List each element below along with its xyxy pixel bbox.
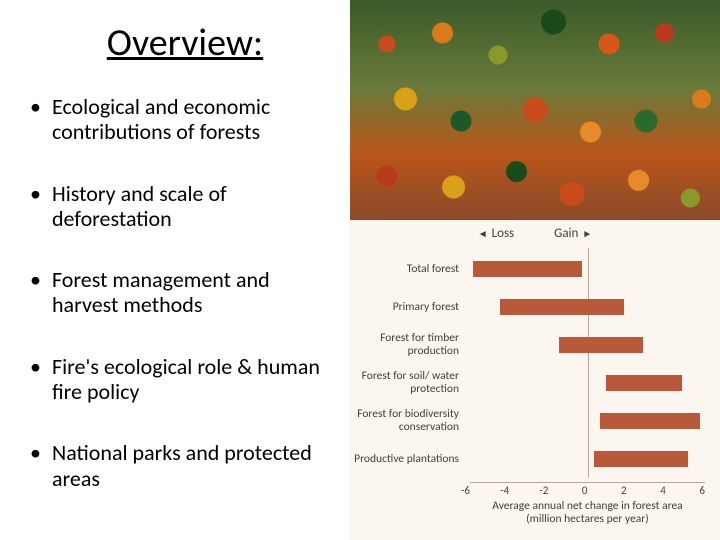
forest-photo-texture: [350, 0, 720, 220]
chart-bar: [600, 413, 700, 429]
xtick-label: -2: [539, 484, 548, 497]
forest-change-chart: Loss Gain Total forestPrimary forestFore…: [350, 220, 720, 540]
chart-row-label: Forest for soil/ water protection: [350, 370, 465, 395]
chart-row-label: Productive plantations: [350, 453, 465, 466]
xtick-label: 4: [660, 484, 666, 497]
bullet-item: Ecological and economic contributions of…: [30, 94, 340, 145]
chart-row-label: Total forest: [350, 263, 465, 276]
bullet-list: Ecological and economic contributions of…: [30, 94, 340, 491]
xtick-label: 0: [582, 484, 588, 497]
chart-bar: [473, 261, 583, 277]
chart-bar-track: [465, 442, 700, 476]
chart-bar: [606, 375, 682, 391]
chart-row: Primary forest: [350, 290, 705, 324]
chart-bar-track: [465, 290, 700, 324]
gain-label: Gain: [554, 226, 592, 241]
bullet-item: Fire's ecological role & human fire poli…: [30, 354, 340, 405]
image-column: Loss Gain Total forestPrimary forestFore…: [350, 0, 720, 540]
chart-row-label: Primary forest: [350, 301, 465, 314]
slide-title: Overview:: [30, 20, 340, 66]
chart-bar: [559, 337, 643, 353]
chart-row: Productive plantations: [350, 442, 705, 476]
xtick-label: 6: [699, 484, 705, 497]
chart-bar-track: [465, 404, 700, 438]
chart-bar-track: [465, 328, 700, 362]
chart-bar: [594, 451, 688, 467]
chart-row-label: Forest for biodiversity conservation: [350, 408, 465, 433]
chart-bar-track: [465, 252, 700, 286]
chart-bar-track: [465, 366, 700, 400]
chart-bar: [500, 299, 623, 315]
xtick-label: -4: [500, 484, 509, 497]
chart-header: Loss Gain: [350, 226, 720, 241]
xtick-label: -6: [461, 484, 470, 497]
bullet-item: National parks and protected areas: [30, 440, 340, 491]
x-axis-line: [470, 482, 705, 483]
slide: Overview: Ecological and economic contri…: [0, 0, 720, 540]
chart-row: Total forest: [350, 252, 705, 286]
loss-label: Loss: [478, 226, 514, 241]
forest-photo: [350, 0, 720, 220]
chart-row: Forest for soil/ water protection: [350, 366, 705, 400]
x-axis-label: Average annual net change in forest area…: [470, 500, 705, 526]
chart-row-label: Forest for timber production: [350, 332, 465, 357]
chart-plot-area: Total forestPrimary forestForest for tim…: [470, 248, 705, 478]
bullet-item: History and scale of deforestation: [30, 181, 340, 232]
chart-row: Forest for timber production: [350, 328, 705, 362]
bullet-item: Forest management and harvest methods: [30, 267, 340, 318]
xtick-label: 2: [621, 484, 627, 497]
text-column: Overview: Ecological and economic contri…: [0, 0, 350, 540]
chart-row: Forest for biodiversity conservation: [350, 404, 705, 438]
x-axis-ticks: -6 -4 -2 0 2 4 6: [470, 484, 705, 497]
